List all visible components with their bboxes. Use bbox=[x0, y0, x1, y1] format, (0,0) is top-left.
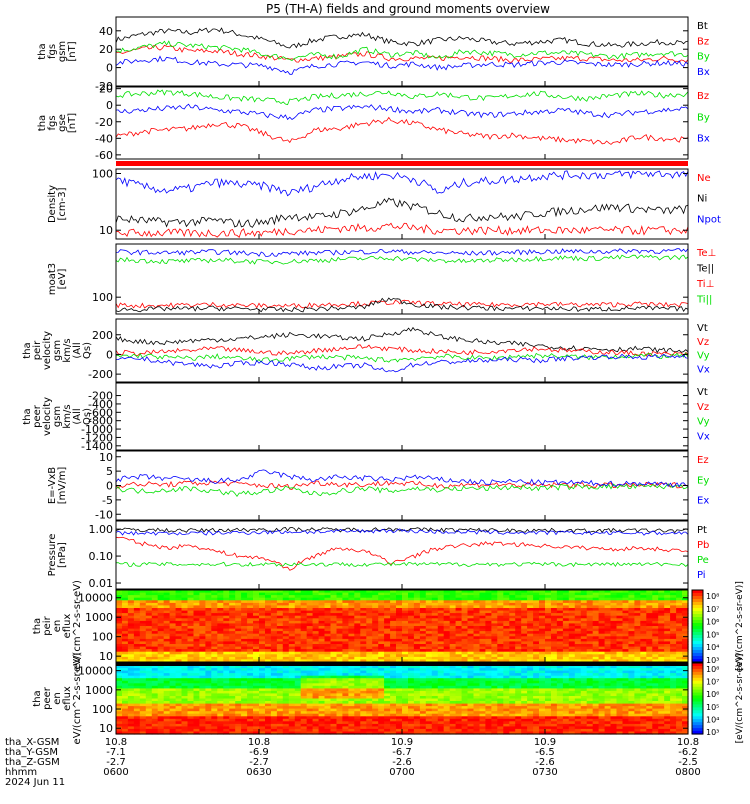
legend-Te||: Te|| bbox=[696, 264, 714, 275]
y-tick-label: 0.10 bbox=[89, 550, 114, 563]
series-Bx bbox=[116, 56, 688, 74]
series-Bz bbox=[116, 118, 688, 145]
legend-Vz: Vz bbox=[697, 337, 709, 348]
legend-Pe: Pe bbox=[697, 555, 709, 566]
legend-Ez: Ez bbox=[697, 455, 709, 466]
y-tick-label: -10 bbox=[95, 508, 113, 521]
colorbar-tick: 10³ bbox=[706, 656, 719, 665]
colorbar-tick: 10⁴ bbox=[706, 643, 719, 652]
legend-Pi: Pi bbox=[697, 570, 706, 581]
y-tick-label: 0 bbox=[106, 348, 113, 361]
series-Ti⊥ bbox=[116, 249, 688, 257]
y-tick-label: 100 bbox=[92, 167, 113, 180]
y-tick-label: 40 bbox=[99, 25, 113, 38]
series-Bx bbox=[116, 104, 688, 119]
legend-Bz: Bz bbox=[697, 91, 709, 102]
y-tick-label: -200 bbox=[88, 368, 113, 381]
y-axis-label: [nT] bbox=[67, 113, 78, 133]
panel-frame bbox=[116, 383, 688, 450]
legend-Te⊥: Te⊥ bbox=[696, 248, 716, 259]
y-tick-label: 10000 bbox=[78, 592, 113, 605]
legend-Npot: Npot bbox=[697, 214, 721, 225]
colorbar-tick: 10⁵ bbox=[706, 630, 719, 639]
series-Pb bbox=[116, 537, 688, 570]
legend-Ey: Ey bbox=[697, 475, 709, 486]
y-tick-label: 100 bbox=[92, 291, 113, 304]
series-By bbox=[116, 90, 688, 105]
legend-Ni: Ni bbox=[697, 194, 707, 205]
y-tick-label: -40 bbox=[95, 132, 113, 145]
legend-Ne: Ne bbox=[697, 173, 711, 184]
legend-Pb: Pb bbox=[697, 540, 709, 551]
series-Ni bbox=[116, 198, 688, 227]
legend-Bx: Bx bbox=[697, 67, 710, 78]
y-tick-label: 0 bbox=[106, 99, 113, 112]
chart-title: P5 (TH-A) fields and ground moments over… bbox=[266, 2, 550, 16]
y-tick-label: 1000 bbox=[85, 611, 113, 624]
legend-Ti||: Ti|| bbox=[696, 295, 712, 306]
panel-frame bbox=[116, 17, 688, 86]
series-Vy bbox=[116, 353, 688, 362]
legend-Vt: Vt bbox=[697, 323, 708, 334]
y-tick-label: -20 bbox=[95, 116, 113, 129]
y-tick-label: 0.01 bbox=[89, 577, 114, 590]
y-tick-label: -60 bbox=[95, 149, 113, 162]
y-tick-label: 10 bbox=[99, 224, 113, 237]
legend-Vx: Vx bbox=[697, 431, 710, 442]
y-tick-label: 10 bbox=[99, 650, 113, 663]
y-axis-label: Qs) bbox=[82, 408, 93, 425]
y-tick-label: 20 bbox=[99, 83, 113, 96]
y-axis-label: [nPa] bbox=[57, 542, 68, 568]
legend-Bx: Bx bbox=[697, 134, 710, 145]
legend-Bt: Bt bbox=[697, 21, 708, 32]
series-Pe bbox=[116, 562, 688, 566]
y-axis-label: [eV] bbox=[57, 269, 68, 290]
colorbar-tick: 10⁷ bbox=[706, 605, 719, 614]
panel-frame bbox=[116, 87, 688, 159]
legend-Bz: Bz bbox=[697, 36, 709, 47]
series-Ti|| bbox=[116, 255, 688, 264]
y-axis-label: [cm-3] bbox=[57, 187, 68, 220]
legend-By: By bbox=[697, 112, 710, 123]
legend-Ex: Ex bbox=[697, 496, 709, 507]
series-Bt bbox=[116, 28, 688, 48]
series-Npot bbox=[116, 171, 688, 196]
legend-By: By bbox=[697, 52, 710, 63]
legend-Ti⊥: Ti⊥ bbox=[696, 279, 714, 290]
legend-Vt: Vt bbox=[697, 387, 708, 398]
y-tick-label: 100 bbox=[92, 631, 113, 644]
colorbar-tick: 10⁶ bbox=[706, 618, 719, 627]
legend-Vy: Vy bbox=[697, 351, 710, 362]
y-axis-label: Qs) bbox=[82, 342, 93, 359]
y-tick-label: 10 bbox=[99, 451, 113, 464]
y-tick-label: 200 bbox=[92, 329, 113, 342]
y-tick-label: -5 bbox=[102, 494, 113, 507]
y-axis-label: [mV/m] bbox=[57, 467, 68, 505]
series-Bz bbox=[116, 45, 688, 62]
y-tick-label: 5 bbox=[106, 465, 113, 478]
legend-Vy: Vy bbox=[697, 417, 710, 428]
legend-Pt: Pt bbox=[697, 525, 707, 536]
y-tick-label: 20 bbox=[99, 43, 113, 56]
legend-Vx: Vx bbox=[697, 364, 710, 375]
legend-Vz: Vz bbox=[697, 402, 709, 413]
y-tick-label: 0 bbox=[106, 480, 113, 493]
y-axis-label: [nT] bbox=[67, 41, 78, 61]
y-tick-label: 0 bbox=[106, 62, 113, 75]
colorbar-tick: 10⁸ bbox=[706, 592, 719, 601]
y-tick-label: 1.00 bbox=[89, 523, 114, 536]
